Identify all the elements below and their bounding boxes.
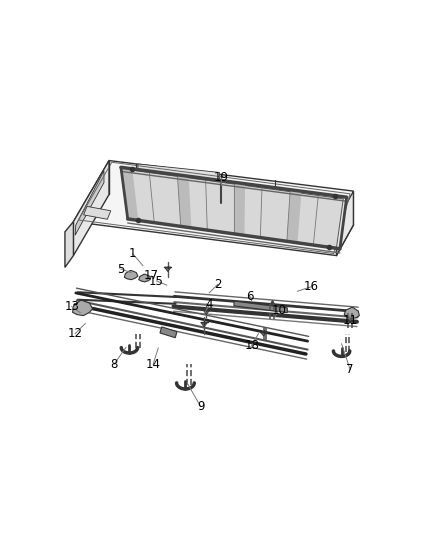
Polygon shape xyxy=(201,322,208,327)
Text: 12: 12 xyxy=(67,327,83,340)
Text: 16: 16 xyxy=(304,280,318,293)
Text: 13: 13 xyxy=(64,300,79,313)
Polygon shape xyxy=(126,169,343,247)
Polygon shape xyxy=(74,160,109,256)
Polygon shape xyxy=(336,191,353,256)
Polygon shape xyxy=(84,206,111,219)
Text: 15: 15 xyxy=(149,274,164,287)
Text: 4: 4 xyxy=(205,298,213,311)
Text: 18: 18 xyxy=(244,339,259,352)
Text: 1: 1 xyxy=(129,247,137,261)
Text: 2: 2 xyxy=(214,278,222,291)
Polygon shape xyxy=(75,171,104,235)
Polygon shape xyxy=(160,327,177,338)
Text: 5: 5 xyxy=(117,263,125,276)
Polygon shape xyxy=(234,301,287,313)
Text: 9: 9 xyxy=(197,400,205,413)
Text: 11: 11 xyxy=(343,313,357,327)
Polygon shape xyxy=(260,332,267,336)
Polygon shape xyxy=(121,167,346,249)
Polygon shape xyxy=(164,267,171,271)
Text: 14: 14 xyxy=(146,358,161,371)
Polygon shape xyxy=(177,175,191,228)
Text: 6: 6 xyxy=(246,290,254,303)
Polygon shape xyxy=(139,274,151,282)
Polygon shape xyxy=(138,164,219,203)
Polygon shape xyxy=(203,310,210,314)
Polygon shape xyxy=(65,222,74,268)
Text: 8: 8 xyxy=(110,358,118,371)
Text: 19: 19 xyxy=(214,171,229,184)
Polygon shape xyxy=(73,301,92,316)
Polygon shape xyxy=(121,167,138,221)
Polygon shape xyxy=(124,270,138,280)
Polygon shape xyxy=(287,190,301,243)
Polygon shape xyxy=(234,182,245,236)
Polygon shape xyxy=(74,160,353,256)
Text: 10: 10 xyxy=(272,304,286,317)
Polygon shape xyxy=(344,308,359,319)
Text: 17: 17 xyxy=(144,270,159,282)
Text: 7: 7 xyxy=(346,363,354,376)
